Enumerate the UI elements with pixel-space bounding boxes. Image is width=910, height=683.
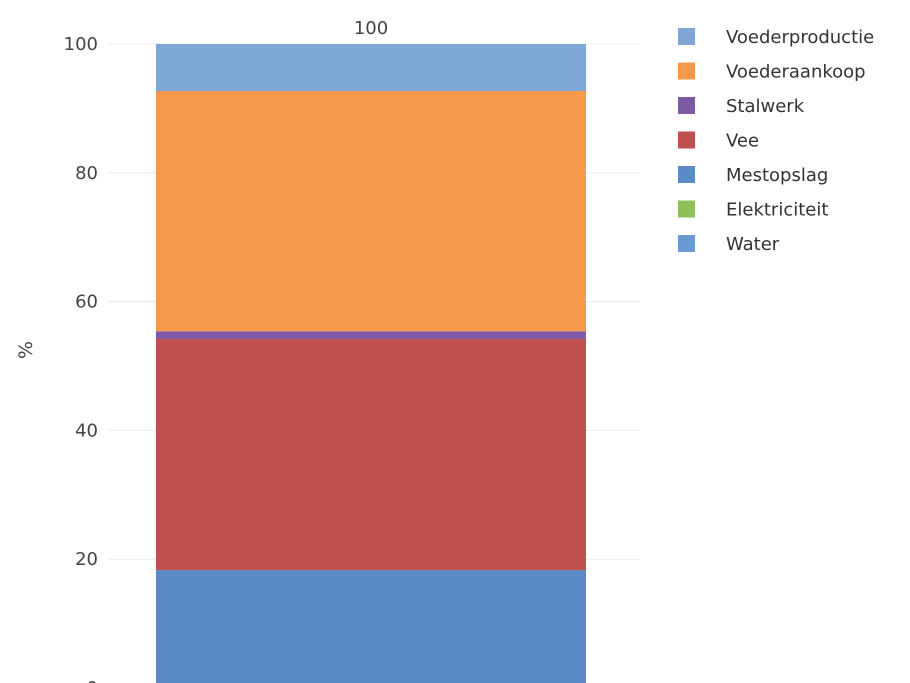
y-axis: 0 20 40 60 80 100 xyxy=(64,34,98,683)
legend-label: Water xyxy=(726,234,780,255)
bar-segment-vee[interactable] xyxy=(156,338,586,571)
y-tick-label: 100 xyxy=(64,34,98,55)
y-tick-label: 60 xyxy=(75,292,98,313)
legend-label: Mestopslag xyxy=(726,165,828,186)
legend-swatch xyxy=(678,62,695,80)
legend-label: Vee xyxy=(726,131,759,152)
legend-swatch xyxy=(678,97,695,114)
legend-swatch xyxy=(678,28,695,45)
legend-label: Voederaankoop xyxy=(726,62,866,83)
bar-segments xyxy=(156,44,586,683)
legend[interactable]: Voederproductie Voederaankoop Stalwerk Vee M… xyxy=(678,27,874,255)
y-tick-label: 80 xyxy=(75,163,98,184)
bar-segment-mestopslag[interactable] xyxy=(156,570,586,683)
y-tick-label: 40 xyxy=(75,420,98,441)
legend-item-elektriciteit[interactable]: Elektriciteit xyxy=(678,200,828,221)
bar-segment-voederaankoop[interactable] xyxy=(156,91,586,332)
legend-swatch xyxy=(678,166,695,183)
bar-total-label: 100 xyxy=(354,18,388,39)
legend-item-vee[interactable]: Vee xyxy=(678,131,759,152)
legend-label: Stalwerk xyxy=(726,96,805,117)
legend-label: Voederproductie xyxy=(726,27,874,48)
legend-item-mestopslag[interactable]: Mestopslag xyxy=(678,165,828,186)
bar-segment-voederproductie[interactable] xyxy=(156,44,586,92)
legend-swatch xyxy=(678,131,695,149)
legend-label: Elektriciteit xyxy=(726,200,828,221)
legend-swatch xyxy=(678,200,695,218)
y-axis-label: % xyxy=(15,341,37,359)
y-tick-label: 0 xyxy=(87,678,98,683)
y-tick-label: 20 xyxy=(75,549,98,570)
bar-segment-stalwerk[interactable] xyxy=(156,331,586,339)
legend-item-voederaankoop[interactable]: Voederaankoop xyxy=(678,62,866,83)
legend-item-voederproductie[interactable]: Voederproductie xyxy=(678,27,874,48)
legend-item-stalwerk[interactable]: Stalwerk xyxy=(678,96,805,117)
legend-item-water[interactable]: Water xyxy=(678,234,780,255)
legend-swatch xyxy=(678,235,695,252)
